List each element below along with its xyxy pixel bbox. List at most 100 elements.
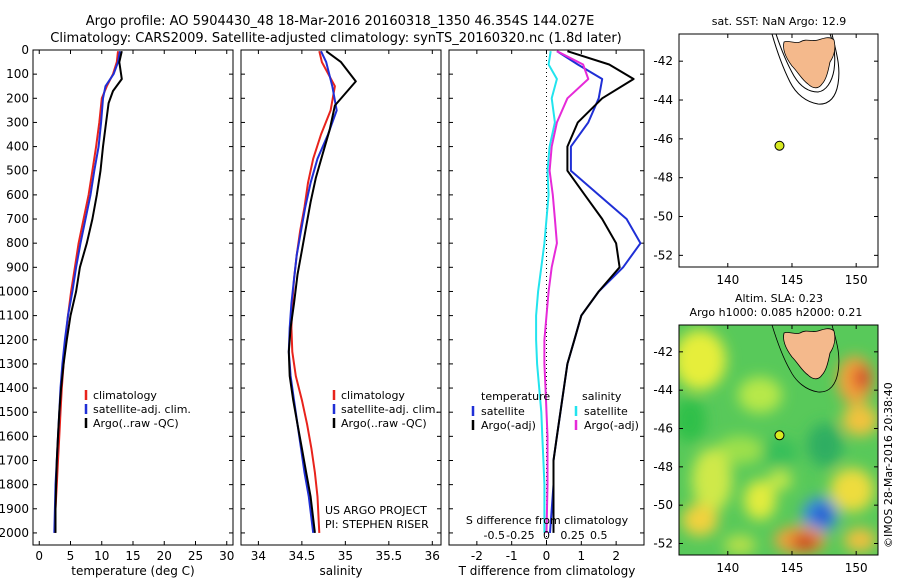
series-line-2 <box>535 51 558 533</box>
sla-map-title-line1: Altim. SLA: 0.23 <box>735 292 823 305</box>
depth-tick-label: 100 <box>6 67 29 81</box>
t-difference-label: T difference from climatology <box>458 564 636 578</box>
difference-legend: temperature salinity satellite Argo(-adj)… <box>471 390 639 432</box>
sst-map-land <box>771 34 840 105</box>
temperature-x-label: temperature (deg C) <box>71 564 194 578</box>
lat-tick-label: -48 <box>653 460 673 474</box>
s-difference-ticks: -0.5 -0.25 0 0.25 0.5 <box>484 529 608 542</box>
depth-tick-label: 1100 <box>0 309 29 323</box>
s-tick-label: -0.25 <box>506 529 534 542</box>
s-tick-label: 0 <box>543 529 550 542</box>
figure-title-line1: Argo profile: AO 5904430_48 18-Mar-2016 … <box>86 14 595 29</box>
lon-tick-label: 150 <box>845 273 868 287</box>
lon-tick-label: 145 <box>781 273 804 287</box>
legend-salinity-title: salinity <box>582 390 622 403</box>
x-tick-label: 5 <box>67 549 75 563</box>
x-tick-label: -2 <box>471 549 483 563</box>
depth-tick-label: 300 <box>6 115 29 129</box>
x-tick-label: 0 <box>543 549 551 563</box>
sla-map-title-line2: Argo h1000: 0.085 h2000: 0.21 <box>690 306 863 319</box>
legend-temperature-title: temperature <box>481 390 550 403</box>
x-tick-label: 30 <box>219 549 234 563</box>
bathymetry-contour-inner <box>775 34 836 93</box>
figure-title-line2: Climatology: CARS2009. Satellite-adjuste… <box>50 31 622 46</box>
legend-label: Argo(-adj) <box>481 419 536 432</box>
depth-tick-label: 800 <box>6 236 29 250</box>
sla-map-panel: Altim. SLA: 0.23 Argo h1000: 0.085 h2000… <box>653 292 895 575</box>
x-tick-label: 0 <box>35 549 43 563</box>
lon-tick-label: 145 <box>781 561 804 575</box>
x-tick-label: 20 <box>157 549 172 563</box>
lat-tick-label: -50 <box>653 498 673 512</box>
sst-map-title: sat. SST: NaN Argo: 12.9 <box>712 15 846 28</box>
legend-label: climatology <box>341 389 405 402</box>
depth-tick-label: 1300 <box>0 357 29 371</box>
lat-tick-label: -44 <box>653 383 673 397</box>
salinity-panel: 34 34.5 35 35.5 36 salinity climatologysatel… <box>240 49 442 578</box>
x-tick-label: 34 <box>251 549 266 563</box>
lat-tick-label: -52 <box>653 537 673 551</box>
depth-tick-label: 1900 <box>0 502 29 516</box>
legend-label: satellite-adj. clim. <box>93 403 191 416</box>
temperature-lines <box>53 50 123 533</box>
lat-tick-label: -42 <box>653 345 673 359</box>
temperature-panel: 0100200300400500600700800900100011001200… <box>0 43 234 578</box>
x-tick-label: 1 <box>578 549 586 563</box>
lat-tick-label: -46 <box>653 132 673 146</box>
project-annotation: US ARGO PROJECT <box>325 504 427 517</box>
x-tick-label: 10 <box>94 549 109 563</box>
depth-tick-label: 400 <box>6 140 29 154</box>
salinity-lines <box>287 50 357 534</box>
legend-label: satellite <box>584 405 628 418</box>
sst-map-lon-axis: 140 145 150 <box>716 34 868 287</box>
sla-map-lon-axis: 140 145 150 <box>716 325 868 575</box>
lat-tick-label: -46 <box>653 422 673 436</box>
s-difference-label: S difference from climatology <box>466 514 629 527</box>
depth-tick-label: 500 <box>6 164 29 178</box>
depth-tick-label: 1400 <box>0 381 29 395</box>
temperature-y-axis: 0 100 200 300 400 500 600 700 800 900 1000 1100 1200… <box>0 43 233 540</box>
sst-map-panel: sat. SST: NaN Argo: 12.9 -42 -44 -46 -48 -50… <box>653 15 879 287</box>
series-line-3 <box>543 50 590 533</box>
lat-tick-label: -50 <box>653 210 673 224</box>
tasmania-landmass <box>783 37 836 89</box>
x-tick-label: 34.5 <box>289 549 316 563</box>
legend-label: Argo(..raw -QC) <box>93 417 179 430</box>
x-tick-label: 2 <box>612 549 620 563</box>
depth-tick-label: 1200 <box>0 333 29 347</box>
depth-tick-label: 1800 <box>0 478 29 492</box>
difference-panel: -2 -1 0 1 2 S difference from climatology -0… <box>448 49 645 578</box>
x-tick-label: -1 <box>506 549 518 563</box>
salinity-y-axis <box>241 49 441 534</box>
lat-tick-label: -48 <box>653 171 673 185</box>
series-line-2 <box>287 50 357 534</box>
argo-float-marker <box>774 140 785 151</box>
difference-lines <box>535 50 642 533</box>
legend-label: satellite-adj. clim. <box>341 403 439 416</box>
series-line-2 <box>54 50 123 533</box>
difference-y-axis <box>449 49 644 534</box>
s-tick-label: 0.25 <box>560 529 585 542</box>
salinity-x-axis: 34 34.5 35 35.5 36 <box>251 50 440 563</box>
depth-tick-label: 700 <box>6 212 29 226</box>
sst-map-lat-axis: -42 -44 -46 -48 -50 -52 <box>653 54 878 262</box>
legend-label: Argo(..raw -QC) <box>341 417 427 430</box>
lon-tick-label: 140 <box>716 273 739 287</box>
lat-tick-label: -44 <box>653 93 673 107</box>
s-tick-label: 0.5 <box>590 529 608 542</box>
x-tick-label: 25 <box>188 549 203 563</box>
sla-argo-float-marker <box>774 430 785 441</box>
lat-tick-label: -42 <box>653 54 673 68</box>
depth-tick-label: 1000 <box>0 284 29 298</box>
lat-tick-label: -52 <box>653 248 673 262</box>
depth-tick-label: 900 <box>6 260 29 274</box>
depth-tick-label: 200 <box>6 91 29 105</box>
depth-tick-label: 0 <box>21 43 29 57</box>
temperature-plot-frame <box>32 49 234 546</box>
sla-bathymetry-contour-outer <box>771 325 840 393</box>
lon-tick-label: 150 <box>845 561 868 575</box>
